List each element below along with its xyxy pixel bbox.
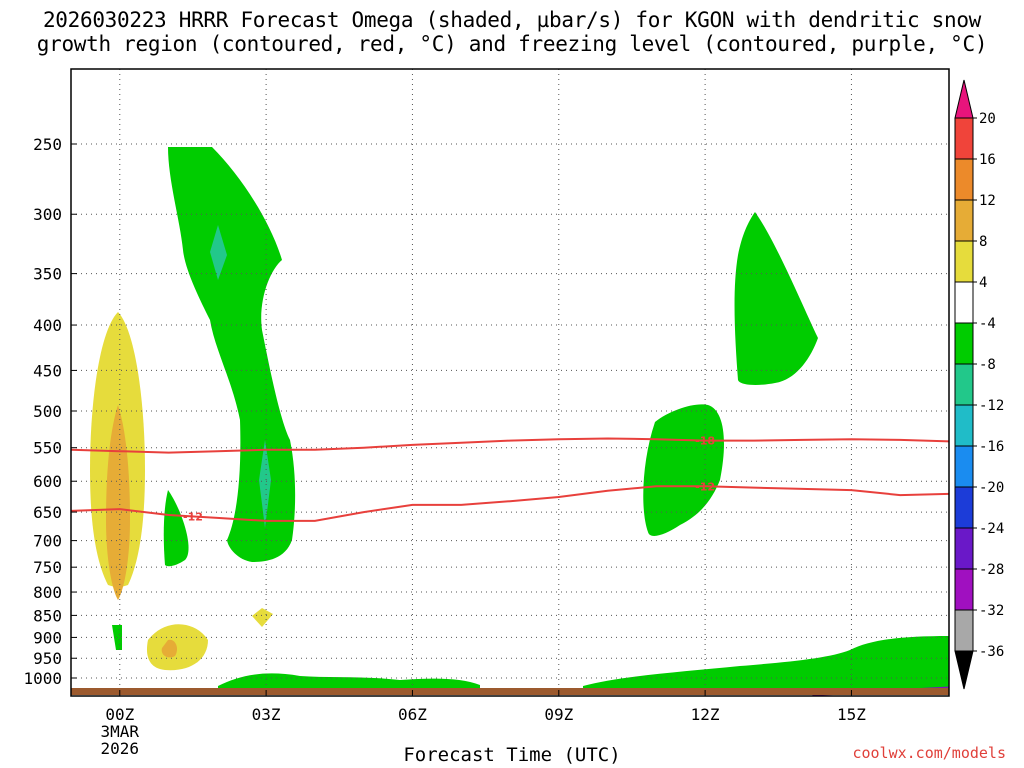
colorbar-label: -28 bbox=[979, 562, 1004, 578]
colorbar-bin bbox=[954, 117, 974, 160]
colorbar-label: -20 bbox=[979, 480, 1004, 496]
omega-region-negative-upper-core bbox=[210, 225, 227, 280]
temperature-contour-labels: -18 -12 -12 bbox=[183, 435, 715, 524]
x-tick-label: 03Z bbox=[252, 705, 281, 724]
colorbar-label: 4 bbox=[979, 275, 987, 291]
y-tick-label: 1000 bbox=[23, 669, 62, 688]
omega-shading-layer bbox=[90, 147, 949, 690]
colorbar-bin bbox=[954, 568, 974, 611]
omega-region-positive-moderate-lowlevel bbox=[161, 639, 178, 658]
y-tick-label: 550 bbox=[33, 439, 62, 458]
y-tick-label: 700 bbox=[33, 532, 62, 551]
ground-surface bbox=[71, 688, 949, 695]
colorbar-bin bbox=[954, 363, 974, 406]
y-tick-label: 400 bbox=[33, 316, 62, 335]
x-tick-year-label: 2026 bbox=[101, 739, 140, 758]
colorbar-label: 8 bbox=[979, 234, 987, 250]
colorbar-label: -24 bbox=[979, 521, 1004, 537]
omega-region-negative-surface-late bbox=[583, 636, 949, 690]
colorbar-bottom-triangle bbox=[954, 650, 974, 690]
y-tick-label: 250 bbox=[33, 135, 62, 154]
colorbar-label: -12 bbox=[979, 398, 1004, 414]
y-tick-label: 500 bbox=[33, 402, 62, 421]
colorbar-bin bbox=[954, 281, 974, 324]
contour-line bbox=[71, 437, 949, 454]
omega-region-negative-plume bbox=[168, 147, 296, 562]
colorbar-label: -8 bbox=[979, 357, 996, 373]
y-tick-label: 600 bbox=[33, 472, 62, 491]
omega-region-negative-surface-early bbox=[218, 673, 480, 690]
omega-region-negative-small-mid bbox=[163, 490, 189, 567]
colorbar-label: -32 bbox=[979, 603, 1004, 619]
y-axis-tick-labels: 250 300 350 400 450 500 550 600 650 700 750 800 850 9… bbox=[23, 135, 77, 688]
x-tick-date-label: 3MAR bbox=[101, 722, 140, 741]
credit-link[interactable]: coolwx.com/models bbox=[852, 744, 1006, 762]
omega-region-positive-moderate bbox=[106, 405, 130, 600]
colorbar-label: 20 bbox=[979, 111, 996, 127]
colorbar-bin bbox=[954, 486, 974, 529]
contour-label: -12 bbox=[695, 480, 715, 493]
y-tick-label: 750 bbox=[33, 558, 62, 577]
x-tick-label: 06Z bbox=[398, 705, 427, 724]
colorbar-label: -16 bbox=[979, 439, 1004, 455]
chart-title-line-1: 2026030223 HRRR Forecast Omega (shaded, … bbox=[42, 8, 982, 32]
contour-label: -18 bbox=[695, 435, 715, 448]
omega-region-negative-mid-core bbox=[259, 440, 271, 528]
plot-frame bbox=[70, 68, 950, 697]
x-tick-label: 15Z bbox=[837, 705, 866, 724]
colorbar-label: -4 bbox=[979, 316, 996, 332]
colorbar-bin bbox=[954, 240, 974, 283]
y-tick-label: 300 bbox=[33, 205, 62, 224]
x-tick-label: 00Z bbox=[105, 705, 134, 724]
colorbar-bin bbox=[954, 445, 974, 488]
colorbar-bin bbox=[954, 404, 974, 447]
colorbar-label: 12 bbox=[979, 193, 996, 209]
omega-region-positive-weak-lowlevel bbox=[146, 624, 208, 671]
x-axis-title: Forecast Time (UTC) bbox=[403, 744, 621, 766]
contour-line bbox=[71, 485, 949, 522]
colorbar-top-triangle bbox=[954, 79, 974, 119]
omega-region-negative-upper-late bbox=[734, 212, 818, 385]
omega-region-negative-mid-late bbox=[643, 404, 724, 536]
colorbar-bin bbox=[954, 158, 974, 201]
y-tick-label: 350 bbox=[33, 265, 62, 284]
y-tick-label: 900 bbox=[33, 628, 62, 647]
contour-label: -12 bbox=[183, 510, 203, 523]
colorbar: 20 16 12 8 4 -4 -8 -12 -16 -20 -24 -28 -32 -36 bbox=[954, 79, 1004, 690]
omega-region-positive-weak-small bbox=[252, 608, 273, 627]
y-tick-label: 800 bbox=[33, 583, 62, 602]
y-tick-label: 950 bbox=[33, 649, 62, 668]
colorbar-label: -36 bbox=[979, 644, 1004, 660]
y-tick-label: 850 bbox=[33, 606, 62, 625]
y-tick-label: 450 bbox=[33, 361, 62, 380]
colorbar-bin bbox=[954, 322, 974, 365]
chart-title-line-2: growth region (contoured, red, °C) and f… bbox=[36, 32, 988, 56]
x-tick-label: 09Z bbox=[544, 705, 573, 724]
colorbar-bin bbox=[954, 527, 974, 570]
colorbar-bin bbox=[954, 199, 974, 242]
y-tick-label: 650 bbox=[33, 503, 62, 522]
colorbar-bin bbox=[954, 609, 974, 652]
colorbar-label: 16 bbox=[979, 152, 996, 168]
x-tick-label: 12Z bbox=[691, 705, 720, 724]
